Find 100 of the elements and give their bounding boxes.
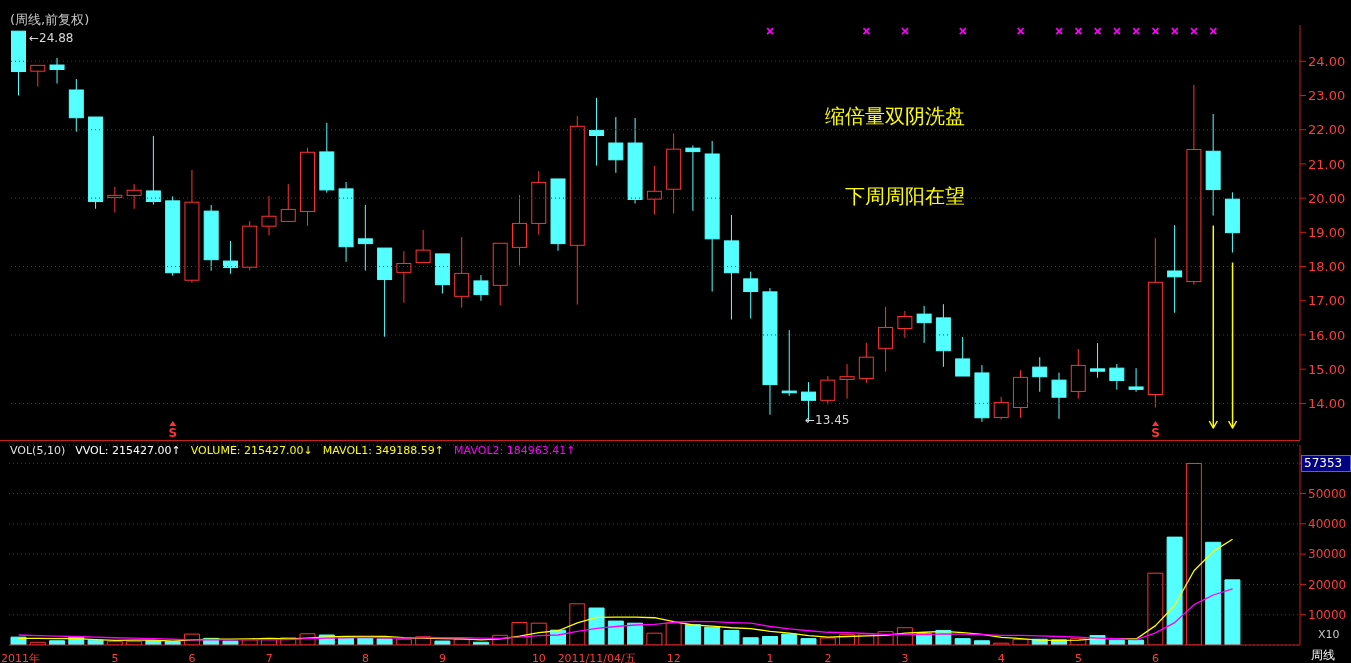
x-tick-label: 4 <box>997 651 1005 663</box>
y-tick-label: 30000 <box>1308 547 1347 562</box>
bar <box>1147 572 1164 645</box>
y-tick-label: 10000 <box>1308 607 1347 622</box>
candlestick <box>49 57 65 84</box>
annotation: VVOL: 215427.00↑ <box>75 444 181 458</box>
line-series <box>17 588 1234 641</box>
y-tick-label: 24.00 <box>1308 53 1346 69</box>
candlestick <box>723 214 739 321</box>
candlestick <box>434 253 450 295</box>
candlestick <box>454 236 470 309</box>
candlestick <box>357 204 373 272</box>
annotation: ←13.45 <box>805 413 850 428</box>
x-tick-label: 5 <box>1074 651 1082 663</box>
annotation: VOLUME: 215427.00↓ <box>190 444 313 458</box>
candlestick <box>126 183 142 210</box>
chart-title: (周线,前复权) <box>10 11 90 29</box>
data-label: S <box>1151 425 1160 440</box>
candlestick <box>531 170 547 236</box>
bar <box>222 640 239 645</box>
bar <box>10 636 27 645</box>
annotation: 下周周阳在望 <box>845 184 965 208</box>
annotation: 缩倍量双阴洗盘 <box>825 104 965 128</box>
bar <box>1166 536 1183 645</box>
bar <box>607 620 624 645</box>
candlestick <box>338 181 354 263</box>
candlestick <box>858 342 874 384</box>
candlestick <box>261 195 277 236</box>
text: 57353 <box>1301 455 1351 472</box>
data-label: S <box>168 425 178 440</box>
candlestick <box>627 117 643 205</box>
x-tick-label: 6 <box>1151 651 1159 663</box>
candlestick <box>473 274 489 302</box>
x-tick-label: 1 <box>766 651 774 663</box>
candlestick <box>415 229 431 263</box>
candlestick <box>974 364 990 423</box>
bar <box>1205 541 1222 645</box>
text: MAVOL1: 349188.59↑ <box>322 444 445 458</box>
x-tick-label: 12 <box>666 651 681 663</box>
y-tick-label: 17.00 <box>1308 293 1346 309</box>
bar <box>742 637 759 645</box>
candlestick <box>145 135 161 206</box>
x-tick-label: 5 <box>111 651 119 663</box>
x-tick-label: 7 <box>265 651 273 663</box>
y-tick-label: 23.00 <box>1308 88 1346 104</box>
x-tick-label: 9 <box>439 651 447 663</box>
candlestick <box>916 305 932 344</box>
bar <box>800 638 817 645</box>
candlestick <box>839 363 855 400</box>
bar <box>993 642 1010 645</box>
candlestick <box>1032 356 1048 393</box>
x-tick-label: 3 <box>901 651 909 663</box>
y-tick-label: 20000 <box>1308 577 1347 592</box>
bar <box>704 626 721 645</box>
x-tick-label: 2011/11/04/五 <box>557 651 636 663</box>
y-tick-label: 16.00 <box>1308 327 1346 343</box>
candlestick <box>897 310 913 339</box>
candlestick <box>935 303 951 368</box>
text: 周线 <box>1311 648 1335 663</box>
candlestick <box>492 242 508 307</box>
bar <box>781 633 798 645</box>
bar <box>376 638 393 645</box>
y-tick-label: 18.00 <box>1308 259 1346 275</box>
candlestick <box>280 183 296 222</box>
x-tick-label: 6 <box>188 651 196 663</box>
bar <box>1224 579 1241 645</box>
x-tick-label: 8 <box>361 651 369 663</box>
candlestick <box>1128 367 1144 393</box>
candlestick <box>762 287 778 416</box>
candlestick <box>1167 224 1183 314</box>
candlestick <box>222 240 238 275</box>
candlestick <box>550 178 566 252</box>
candlestick <box>646 165 662 216</box>
candlestick <box>396 250 412 304</box>
y-tick-label: 22.00 <box>1308 122 1346 138</box>
x-tick-label: 2 <box>824 651 832 663</box>
bar <box>434 640 451 645</box>
candlestick <box>589 97 605 167</box>
candlestick <box>1051 372 1067 420</box>
y-tick-label: 21.00 <box>1308 156 1346 172</box>
line-series <box>17 538 1234 642</box>
y-tick-label: 19.00 <box>1308 224 1346 240</box>
candlestick <box>88 116 104 210</box>
y-tick-label: 20.00 <box>1308 190 1346 206</box>
candlestick <box>30 64 46 88</box>
bar <box>1185 462 1202 645</box>
candlestick <box>666 132 682 215</box>
chart-title: VOL(5,10) <box>10 444 66 458</box>
x-tick-label: 2011年 <box>1 651 40 663</box>
y-tick-label: 14.00 <box>1308 396 1346 412</box>
bar <box>684 624 701 645</box>
bar <box>761 636 778 645</box>
text: MAVOL2: 184963.41↑ <box>454 444 576 458</box>
annotation: ←24.88 <box>29 31 74 46</box>
bar <box>588 607 605 645</box>
candlestick <box>608 116 624 174</box>
candlestick <box>68 78 84 133</box>
candlestick <box>1186 84 1202 286</box>
candlestick <box>511 194 527 267</box>
candlestick <box>1205 113 1221 217</box>
